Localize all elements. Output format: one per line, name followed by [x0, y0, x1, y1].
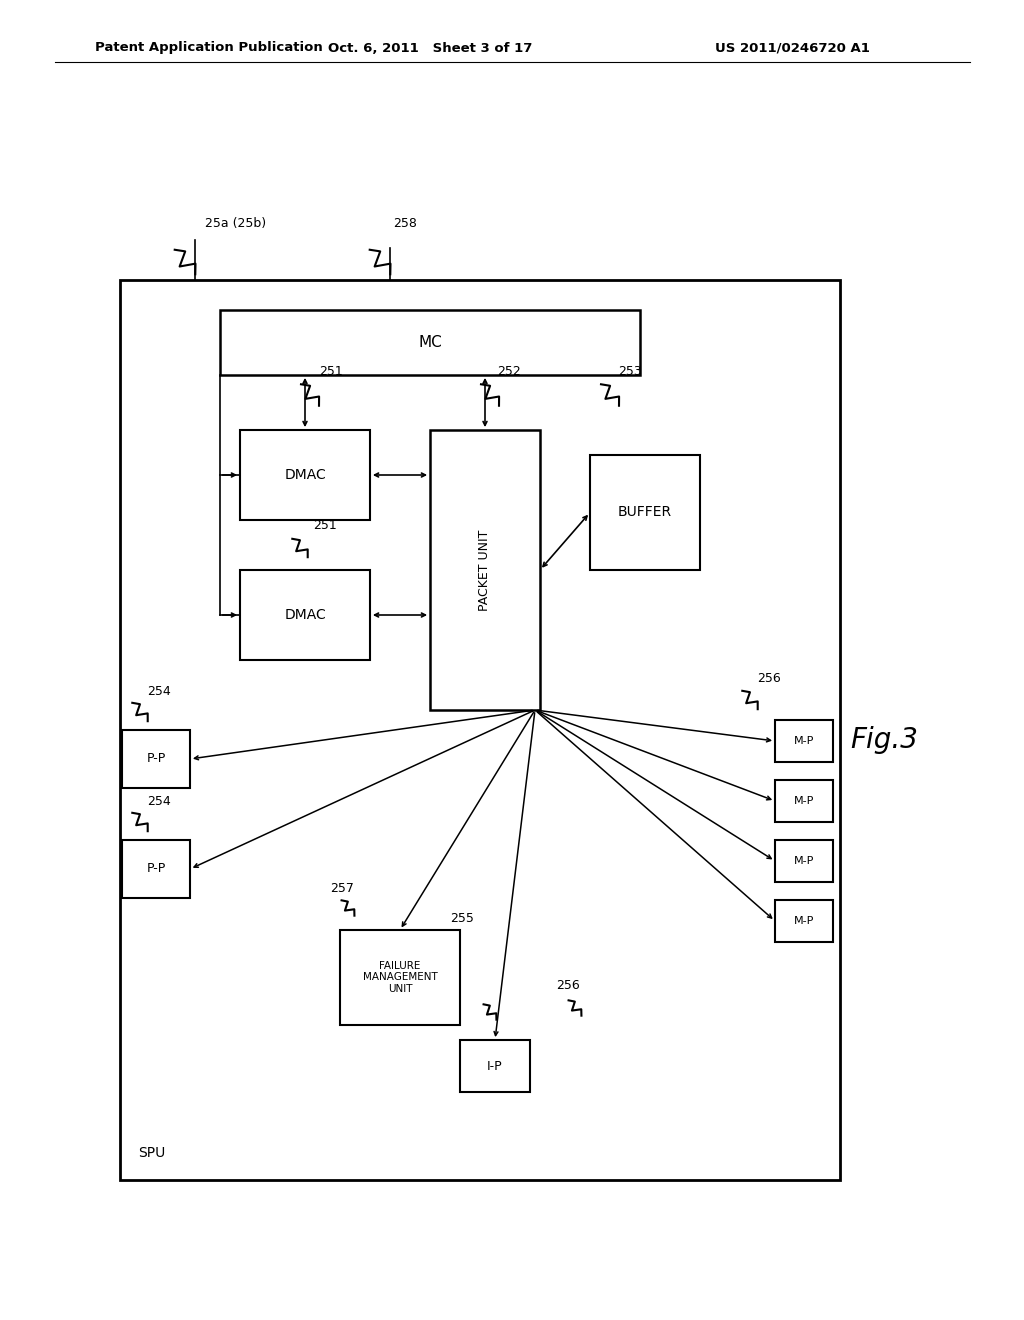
Text: SPU: SPU [138, 1146, 165, 1160]
Text: 25a (25b): 25a (25b) [205, 216, 266, 230]
Text: DMAC: DMAC [284, 609, 326, 622]
Text: 258: 258 [393, 216, 417, 230]
Bar [340, 931, 460, 1026]
Text: 256: 256 [556, 979, 580, 993]
Bar [590, 455, 700, 570]
Bar [775, 719, 833, 762]
Text: 253: 253 [618, 366, 642, 378]
Bar [120, 280, 840, 1180]
Bar [775, 780, 833, 822]
Text: 254: 254 [147, 795, 171, 808]
Bar [220, 310, 640, 375]
Bar [240, 430, 370, 520]
Text: Oct. 6, 2011   Sheet 3 of 17: Oct. 6, 2011 Sheet 3 of 17 [328, 41, 532, 54]
Text: I-P: I-P [487, 1060, 503, 1072]
Text: Patent Application Publication: Patent Application Publication [95, 41, 323, 54]
Text: BUFFER: BUFFER [617, 506, 672, 520]
Bar [122, 840, 190, 898]
Text: 255: 255 [450, 912, 474, 925]
Text: FAILURE
MANAGEMENT
UNIT: FAILURE MANAGEMENT UNIT [362, 961, 437, 994]
Text: 256: 256 [757, 672, 780, 685]
Text: DMAC: DMAC [284, 469, 326, 482]
Text: 251: 251 [313, 519, 337, 532]
Text: 254: 254 [147, 685, 171, 698]
Text: P-P: P-P [146, 862, 166, 875]
Text: MC: MC [418, 335, 442, 350]
Text: 252: 252 [497, 366, 521, 378]
Text: PACKET UNIT: PACKET UNIT [478, 529, 492, 611]
Text: Fig.3: Fig.3 [850, 726, 918, 754]
Text: 257: 257 [330, 882, 354, 895]
Text: M-P: M-P [794, 855, 814, 866]
Bar [430, 430, 540, 710]
Bar [240, 570, 370, 660]
Text: M-P: M-P [794, 737, 814, 746]
Text: US 2011/0246720 A1: US 2011/0246720 A1 [715, 41, 870, 54]
Text: P-P: P-P [146, 752, 166, 766]
Text: 251: 251 [319, 366, 343, 378]
Bar [775, 840, 833, 882]
Text: M-P: M-P [794, 916, 814, 927]
Text: M-P: M-P [794, 796, 814, 807]
Bar [775, 900, 833, 942]
Bar [122, 730, 190, 788]
Bar [460, 1040, 530, 1092]
